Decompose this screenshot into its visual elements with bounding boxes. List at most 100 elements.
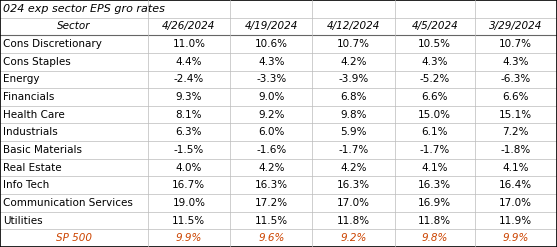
Text: 024 exp sector EPS gro rates: 024 exp sector EPS gro rates — [3, 4, 165, 14]
Text: -5.2%: -5.2% — [419, 74, 450, 84]
Text: 11.9%: 11.9% — [499, 216, 532, 226]
Bar — [148, 176, 230, 194]
Bar — [395, 176, 475, 194]
Bar — [312, 35, 395, 53]
Bar — [312, 176, 395, 194]
Text: -1.7%: -1.7% — [339, 145, 369, 155]
Bar — [395, 18, 475, 35]
Bar — [475, 194, 557, 212]
Text: Energy: Energy — [3, 74, 40, 84]
Bar — [230, 141, 312, 159]
Bar — [0, 124, 148, 141]
Text: 16.4%: 16.4% — [499, 180, 532, 190]
Bar — [312, 88, 395, 106]
Bar — [395, 88, 475, 106]
Text: Communication Services: Communication Services — [3, 198, 133, 208]
Bar — [230, 53, 312, 71]
Text: 4.2%: 4.2% — [258, 163, 285, 173]
Bar — [395, 159, 475, 176]
Text: 10.5%: 10.5% — [418, 39, 451, 49]
Bar — [148, 18, 230, 35]
Text: 16.3%: 16.3% — [418, 180, 451, 190]
Text: 9.2%: 9.2% — [258, 110, 285, 120]
Bar — [0, 88, 148, 106]
Bar — [475, 53, 557, 71]
Text: Sector: Sector — [57, 21, 91, 31]
Text: 4.3%: 4.3% — [502, 57, 529, 67]
Text: -1.8%: -1.8% — [501, 145, 531, 155]
Text: 6.8%: 6.8% — [340, 92, 367, 102]
Text: 7.2%: 7.2% — [502, 127, 529, 137]
Text: 8.1%: 8.1% — [175, 110, 202, 120]
Bar — [230, 194, 312, 212]
Bar — [395, 141, 475, 159]
Text: 9.8%: 9.8% — [340, 110, 367, 120]
Bar — [0, 176, 148, 194]
Bar — [148, 88, 230, 106]
Bar — [395, 35, 475, 53]
Text: 4/12/2024: 4/12/2024 — [327, 21, 380, 31]
Bar — [475, 18, 557, 35]
Text: Financials: Financials — [3, 92, 55, 102]
Bar — [475, 141, 557, 159]
Text: Industrials: Industrials — [3, 127, 58, 137]
Text: -3.9%: -3.9% — [339, 74, 369, 84]
Bar — [312, 124, 395, 141]
Bar — [230, 124, 312, 141]
Text: -1.7%: -1.7% — [419, 145, 450, 155]
Bar — [0, 159, 148, 176]
Text: 4.2%: 4.2% — [340, 163, 367, 173]
Text: 9.0%: 9.0% — [258, 92, 285, 102]
Text: 4.1%: 4.1% — [502, 163, 529, 173]
Bar — [475, 212, 557, 229]
Text: 9.6%: 9.6% — [258, 233, 285, 243]
Text: 19.0%: 19.0% — [172, 198, 206, 208]
Text: 4.0%: 4.0% — [175, 163, 202, 173]
Bar — [230, 212, 312, 229]
Text: 16.9%: 16.9% — [418, 198, 451, 208]
Text: Cons Staples: Cons Staples — [3, 57, 71, 67]
Text: 4.1%: 4.1% — [422, 163, 448, 173]
Text: SP 500: SP 500 — [56, 233, 92, 243]
Text: 10.7%: 10.7% — [499, 39, 532, 49]
Bar — [230, 229, 312, 247]
Bar — [0, 194, 148, 212]
Text: 16.3%: 16.3% — [255, 180, 288, 190]
Text: -6.3%: -6.3% — [501, 74, 531, 84]
Bar — [312, 141, 395, 159]
Text: -1.6%: -1.6% — [256, 145, 286, 155]
Text: 17.0%: 17.0% — [337, 198, 370, 208]
Bar — [148, 212, 230, 229]
Text: 11.0%: 11.0% — [172, 39, 206, 49]
Text: -3.3%: -3.3% — [256, 74, 286, 84]
Bar — [312, 53, 395, 71]
Bar — [0, 229, 148, 247]
Text: 4/5/2024: 4/5/2024 — [412, 21, 458, 31]
Bar — [148, 124, 230, 141]
Bar — [312, 194, 395, 212]
Text: Utilities: Utilities — [3, 216, 43, 226]
Text: 6.6%: 6.6% — [422, 92, 448, 102]
Text: 6.6%: 6.6% — [502, 92, 529, 102]
Text: 4.2%: 4.2% — [340, 57, 367, 67]
Bar — [475, 159, 557, 176]
Text: 9.3%: 9.3% — [175, 92, 202, 102]
Text: 16.3%: 16.3% — [337, 180, 370, 190]
Text: 6.1%: 6.1% — [422, 127, 448, 137]
Bar — [148, 141, 230, 159]
Text: 16.7%: 16.7% — [172, 180, 206, 190]
Text: 10.7%: 10.7% — [337, 39, 370, 49]
Bar — [148, 159, 230, 176]
Bar — [230, 106, 312, 124]
Bar — [148, 194, 230, 212]
Bar — [395, 124, 475, 141]
Text: Real Estate: Real Estate — [3, 163, 62, 173]
Bar — [0, 71, 148, 88]
Text: 11.5%: 11.5% — [255, 216, 288, 226]
Bar — [0, 35, 148, 53]
Text: 6.0%: 6.0% — [258, 127, 285, 137]
Text: 15.0%: 15.0% — [418, 110, 451, 120]
Bar — [0, 106, 148, 124]
Text: 17.0%: 17.0% — [499, 198, 532, 208]
Bar — [230, 159, 312, 176]
